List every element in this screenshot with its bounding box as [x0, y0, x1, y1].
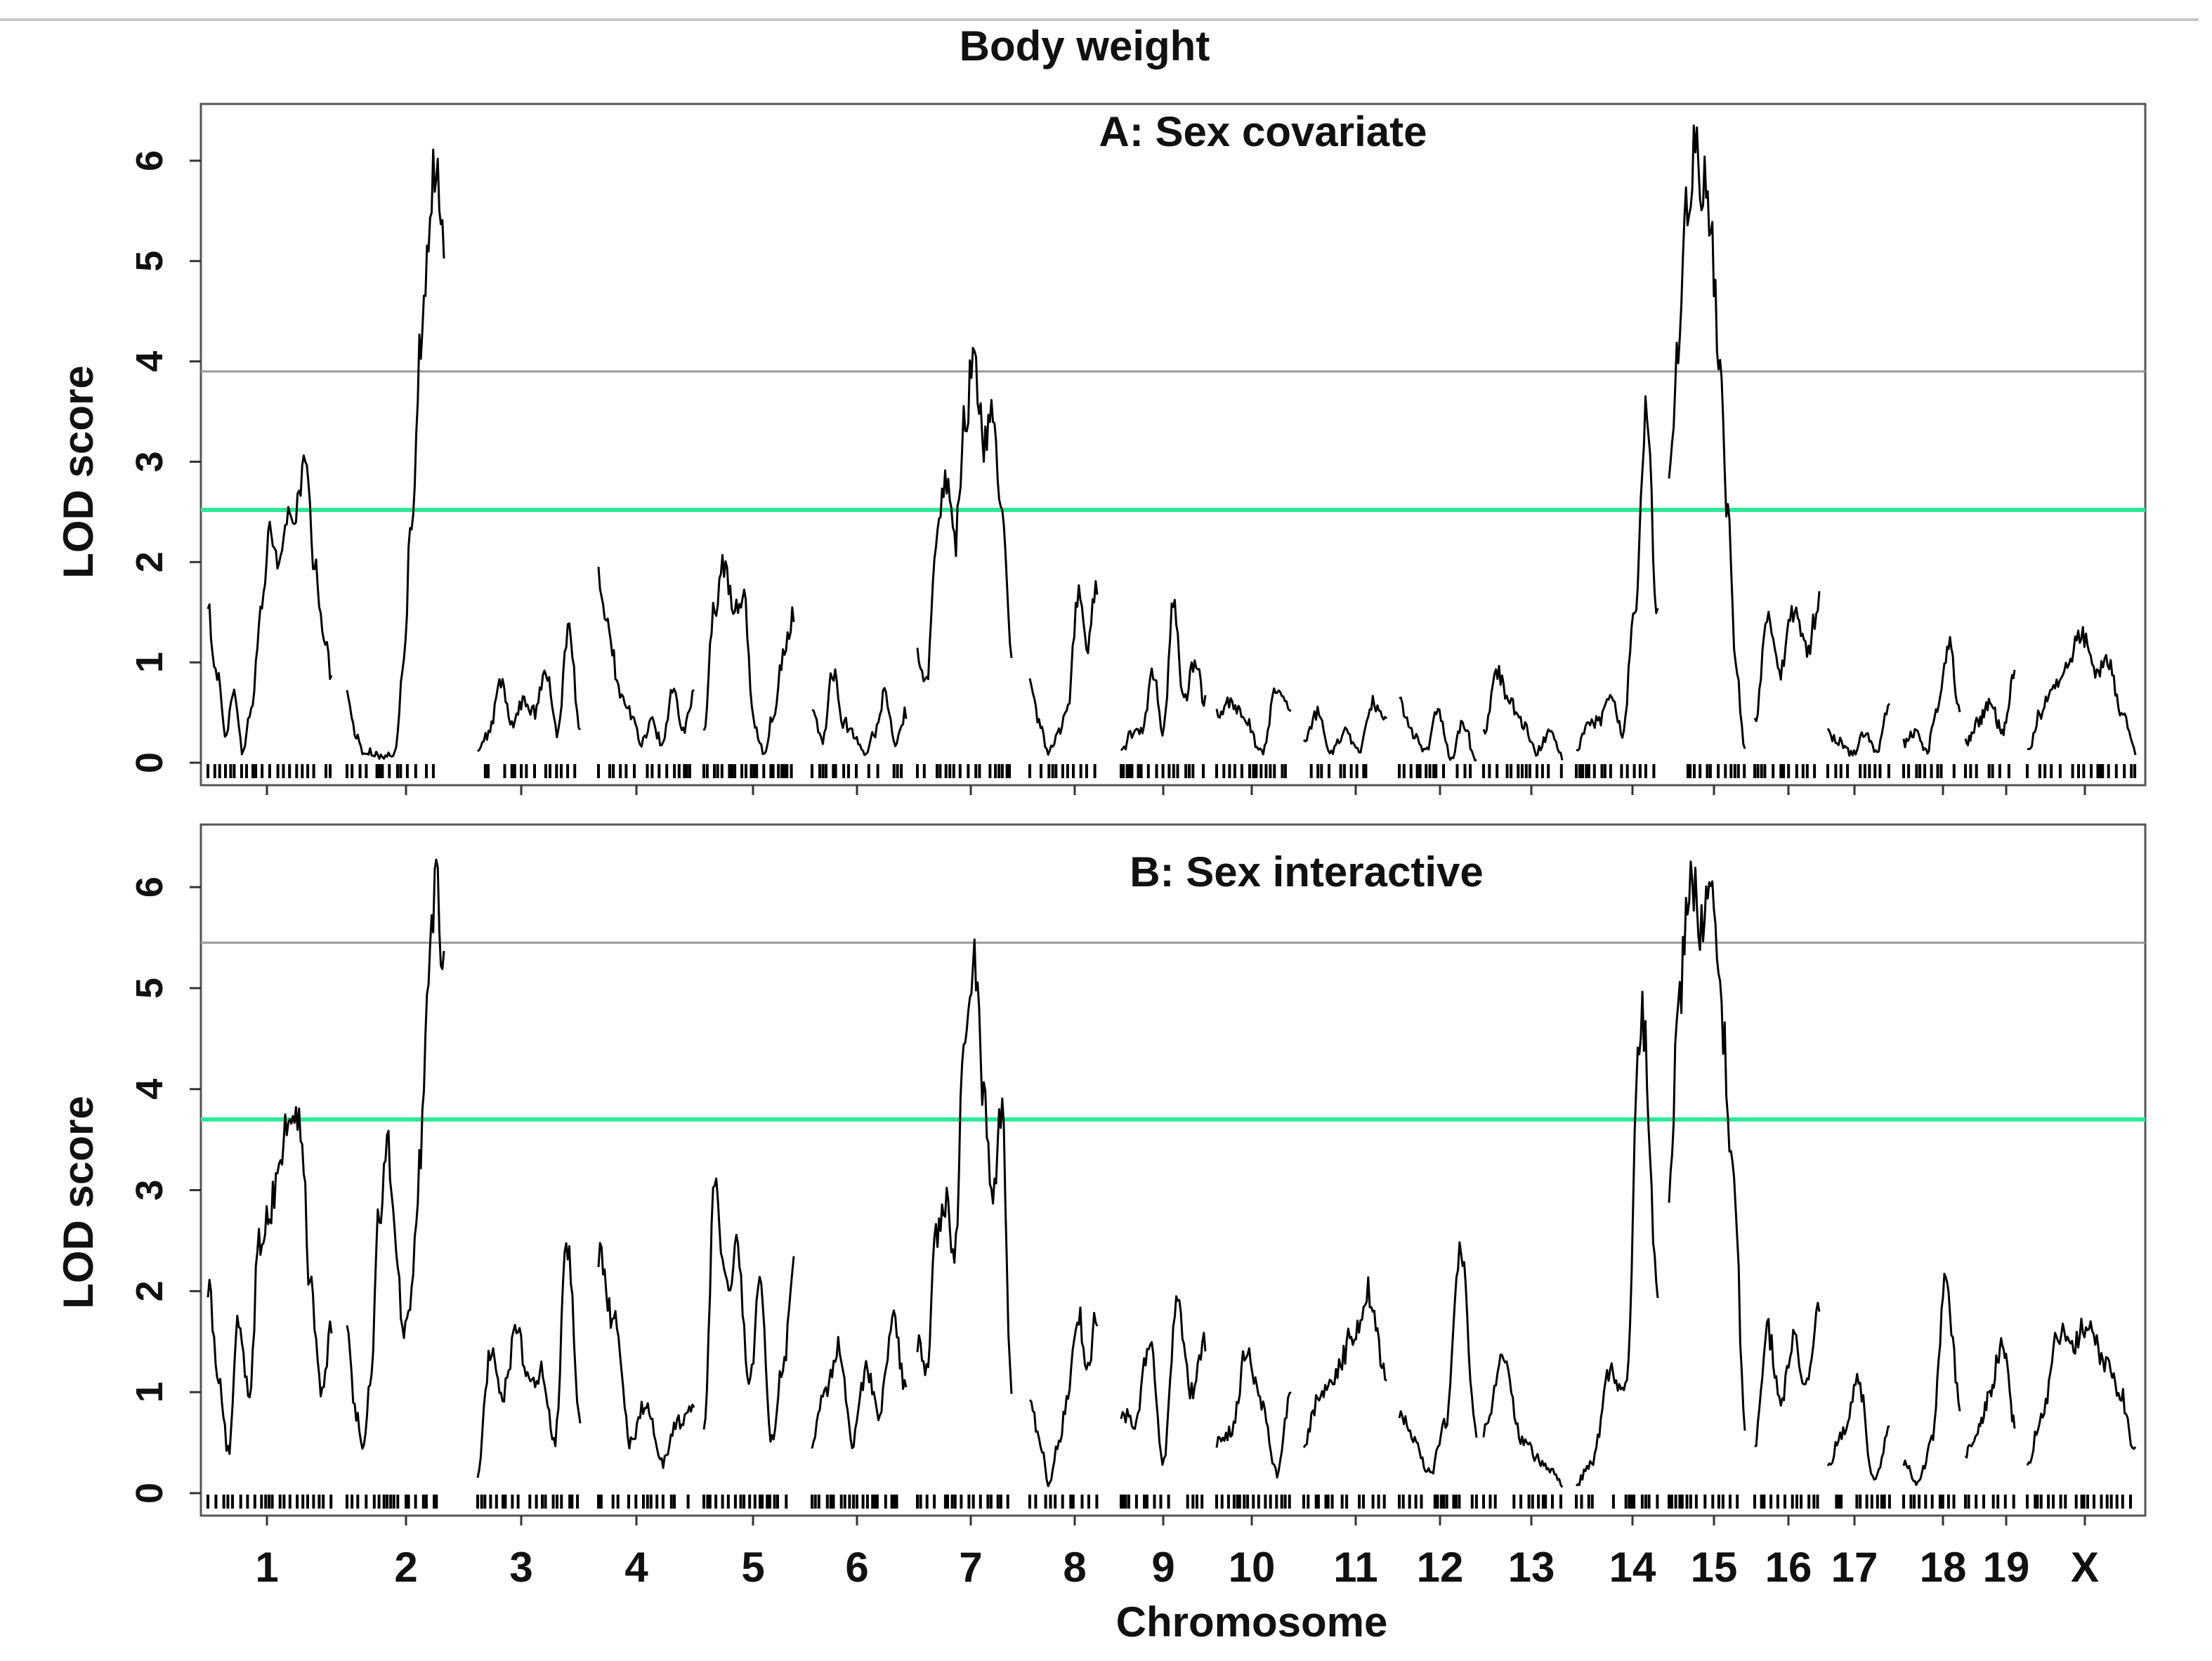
y-tick-label: 3	[129, 1180, 171, 1201]
lod-curve-chr-5	[702, 1177, 795, 1443]
lod-curve-chr-6	[811, 668, 908, 756]
chromosome-label-14: 14	[1609, 1544, 1656, 1591]
chromosome-label-11: 11	[1333, 1544, 1377, 1591]
lod-curve-chr-18	[1902, 1273, 1961, 1486]
lod-curve-chr-12	[1398, 1241, 1478, 1475]
marker-rug	[207, 1495, 2132, 1509]
lod-curve-chr-X	[2027, 626, 2137, 756]
y-tick-label: 4	[129, 1079, 171, 1100]
panel-title: B: Sex interactive	[1130, 848, 1484, 895]
figure-title: Body weight	[960, 22, 1210, 70]
lod-curve-chr-11	[1302, 1276, 1387, 1448]
lod-curve-chr-15	[1668, 124, 1746, 749]
y-tick-label: 0	[129, 752, 171, 773]
x-axis-ticks	[266, 1516, 2086, 1525]
lod-curve-chr-11	[1302, 695, 1388, 756]
y-axis: 0 1 2 3 4 5 6	[129, 150, 201, 773]
lod-curve-chr-2	[346, 858, 445, 1450]
x-axis-label: Chromosome	[1116, 1598, 1388, 1646]
chromosome-label-10: 10	[1229, 1544, 1276, 1591]
lod-curve-chr-2	[346, 148, 445, 760]
threshold-lines	[201, 941, 2145, 1122]
lod-curve-chr-14	[1575, 990, 1659, 1487]
y-tick-label: 0	[129, 1483, 171, 1504]
marker-rug-ticks	[207, 1495, 2132, 1509]
y-tick-label: 2	[129, 551, 171, 572]
chromosome-label-9: 9	[1151, 1544, 1174, 1591]
marker-rug	[207, 764, 2137, 778]
plot-frame	[199, 103, 2147, 787]
lod-curve-chr-19	[1964, 669, 2016, 747]
lod-curve-chr-8	[1028, 1306, 1099, 1488]
lod-curve-chr-18	[1902, 636, 1961, 755]
y-tick-label: 5	[129, 978, 171, 999]
chromosome-label-4: 4	[624, 1544, 648, 1591]
y-tick-label: 3	[129, 451, 171, 472]
lod-curve-chr-4	[597, 1242, 695, 1469]
lod-curve-chr-3	[476, 1242, 582, 1478]
lod-curve-chr-16	[1753, 591, 1821, 723]
panel-b-sex-interactive: B: Sex interactive LOD score 0 1 2 3 4 5 6	[55, 823, 2147, 1525]
lod-curve-chr-6	[811, 1309, 908, 1450]
lod-curves	[207, 124, 2137, 762]
lod-curve-chr-16	[1754, 1301, 1821, 1447]
chromosome-label-X: X	[2071, 1544, 2099, 1591]
lod-curve-chr-12	[1399, 696, 1477, 762]
y-tick-label: 6	[129, 150, 171, 171]
lod-curve-chr-17	[1826, 702, 1891, 757]
y-tick-label: 6	[129, 877, 171, 898]
lod-curve-chr-17	[1826, 1372, 1890, 1481]
lod-curve-chr-14	[1576, 395, 1659, 751]
lod-curve-chr-15	[1668, 860, 1746, 1431]
lod-curve-chr-3	[477, 622, 582, 752]
y-tick-label: 5	[129, 251, 171, 272]
chromosome-label-19: 19	[1983, 1544, 2030, 1591]
chromosome-label-7: 7	[959, 1544, 982, 1591]
lod-curves	[207, 858, 2137, 1488]
lod-curve-chr-9	[1120, 598, 1207, 751]
chromosome-label-8: 8	[1063, 1544, 1086, 1591]
lod-curve-chr-7	[916, 938, 1013, 1394]
y-tick-label: 1	[129, 1381, 171, 1403]
lod-curve-chr-7	[916, 346, 1013, 683]
lod-curve-chr-1	[207, 454, 333, 756]
lod-curve-chr-X	[2026, 1318, 2137, 1466]
lod-curve-chr-13	[1482, 1353, 1564, 1488]
chromosome-label-6: 6	[845, 1544, 868, 1591]
y-tick-label: 4	[129, 351, 171, 372]
chromosome-label-17: 17	[1831, 1544, 1878, 1591]
panel-a-sex-covariate: A: Sex covariate LOD score 0 1 2 3 4 5 6	[55, 103, 2147, 795]
lod-curve-chr-13	[1482, 664, 1564, 761]
lod-curve-chr-10	[1215, 1347, 1292, 1479]
chromosome-label-2: 2	[394, 1544, 417, 1591]
threshold-lines	[201, 370, 2145, 512]
y-tick-label: 2	[129, 1280, 171, 1301]
lod-curve-chr-1	[207, 1105, 333, 1455]
lod-curve-chr-5	[702, 553, 795, 756]
chromosome-label-18: 18	[1920, 1544, 1967, 1591]
marker-rug-ticks	[207, 764, 2137, 778]
panel-title: A: Sex covariate	[1099, 108, 1427, 155]
lod-curve-chr-8	[1028, 580, 1099, 756]
chromosome-label-13: 13	[1508, 1544, 1555, 1591]
chromosome-label-5: 5	[741, 1544, 764, 1591]
lod-curve-chr-19	[1964, 1337, 2016, 1459]
chromosome-label-1: 1	[255, 1544, 278, 1591]
chromosome-label-3: 3	[509, 1544, 532, 1591]
y-axis: 0 1 2 3 4 5 6	[129, 877, 201, 1504]
y-axis-label: LOD score	[55, 1096, 102, 1308]
y-tick-label: 1	[129, 652, 171, 673]
y-axis-label: LOD score	[55, 365, 102, 578]
lod-curve-chr-4	[597, 566, 695, 748]
chromosome-label-16: 16	[1765, 1544, 1812, 1591]
lod-curve-chr-9	[1120, 1295, 1207, 1466]
chromosome-label-12: 12	[1417, 1544, 1464, 1591]
chromosome-label-15: 15	[1691, 1544, 1738, 1591]
x-axis-ticks	[266, 785, 2086, 795]
plot-frame	[199, 823, 2147, 1517]
chromosome-labels: 1 2 3 4 5 6 7 8 9 10 11 12 13 14 15 16 17 18 19 X	[255, 1544, 2099, 1591]
lod-curve-chr-10	[1215, 687, 1292, 756]
